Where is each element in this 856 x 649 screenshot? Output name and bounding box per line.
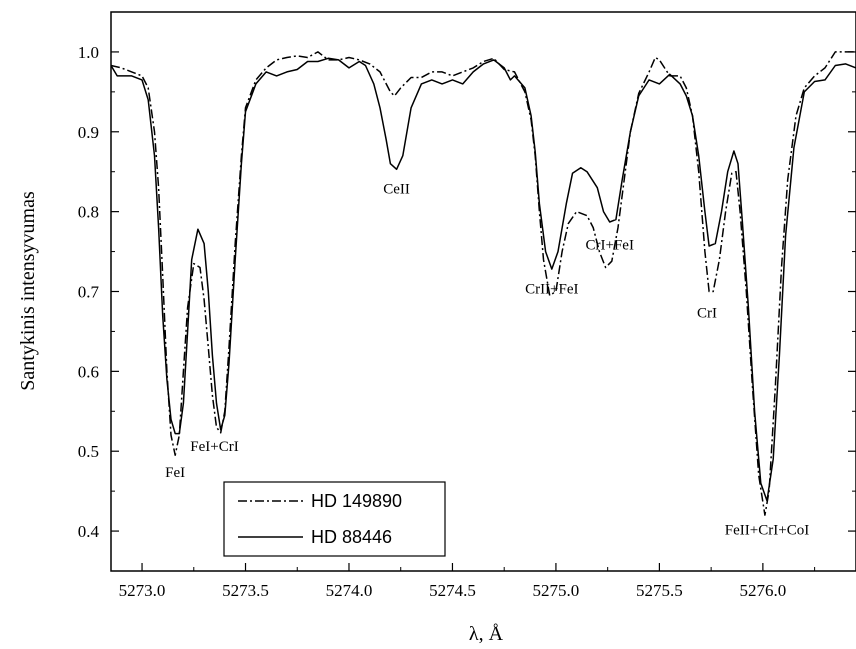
line-label: CeII: [383, 182, 410, 198]
x-tick-label: 5275.0: [533, 581, 580, 600]
line-label: CrII+FeI: [525, 282, 578, 298]
y-tick-label: 1.0: [78, 43, 99, 62]
y-tick-label: 0.4: [78, 522, 100, 541]
plot-frame: [110, 11, 856, 572]
y-tick-label: 0.6: [78, 362, 99, 381]
y-tick-label: 0.7: [78, 283, 100, 302]
y-tick-label: 0.8: [78, 203, 99, 222]
x-tick-label: 5275.5: [636, 581, 683, 600]
line-label: FeI+CrI: [190, 439, 238, 455]
legend: HD 149890 HD 88446: [223, 481, 446, 557]
x-tick-label: 5274.0: [326, 581, 373, 600]
x-axis-title: λ, Å: [469, 623, 504, 645]
x-tick-label: 5273.0: [119, 581, 166, 600]
line-label: CrI: [697, 305, 717, 321]
x-tick-label: 5274.5: [429, 581, 476, 600]
y-axis: 0.4 0.5 0.6 0.7 0.8 0.9 1.0: [78, 11, 856, 572]
series-line-hd-88446: [111, 57, 856, 502]
annotation-layer: FeI FeI+CrI CeII CrII+FeI CrI+FeI CrI FeII+CrI…: [165, 182, 809, 539]
line-label: FeI: [165, 465, 185, 481]
x-tick-label: 5273.5: [222, 581, 269, 600]
legend-label-hd-88446: HD 88446: [311, 527, 392, 547]
legend-label-hd-149890: HD 149890: [311, 491, 402, 511]
x-tick-label: 5276.0: [740, 581, 787, 600]
line-label: CrI+FeI: [586, 238, 634, 254]
y-axis-title: Santykinis intensyvumas: [17, 191, 39, 391]
y-tick-label: 0.9: [78, 123, 99, 142]
x-axis: 5273.0 5273.5 5274.0 5274.5 5275.0 5275.5 5276…: [119, 563, 816, 600]
line-label: FeII+CrI+CoI: [725, 523, 809, 539]
legend-box: [223, 481, 446, 557]
series-layer: [111, 51, 856, 516]
y-tick-label: 0.5: [78, 442, 99, 461]
